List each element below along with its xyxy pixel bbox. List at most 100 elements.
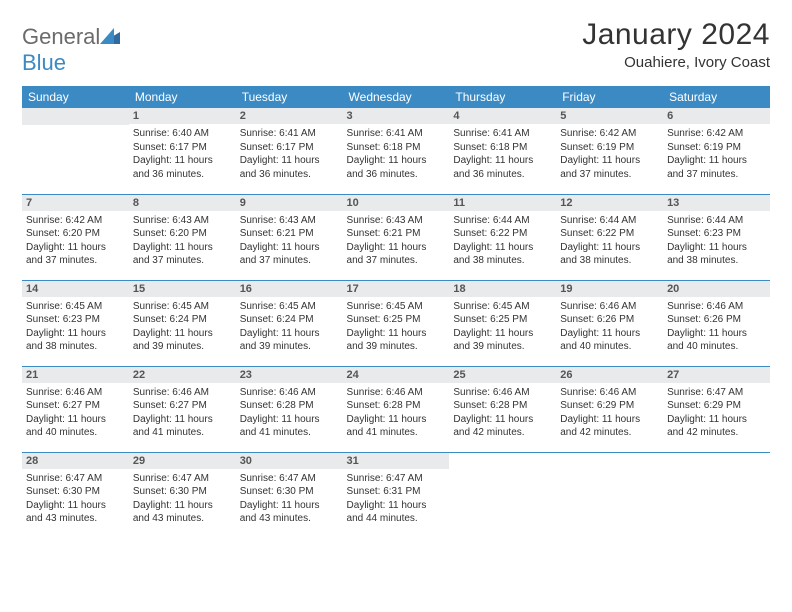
day-number-bar: 17	[343, 281, 450, 297]
daylight-text: Daylight: 11 hours	[347, 499, 446, 513]
day-number-bar: 27	[663, 367, 770, 383]
daylight-text: and 36 minutes.	[347, 168, 446, 182]
sunset-text: Sunset: 6:22 PM	[453, 227, 552, 241]
day-number-bar: 9	[236, 195, 343, 211]
sunset-text: Sunset: 6:31 PM	[347, 485, 446, 499]
calendar-week-row: 1Sunrise: 6:40 AMSunset: 6:17 PMDaylight…	[22, 108, 770, 194]
sunset-text: Sunset: 6:30 PM	[26, 485, 125, 499]
sunset-text: Sunset: 6:17 PM	[240, 141, 339, 155]
daylight-text: Daylight: 11 hours	[347, 327, 446, 341]
calendar-day-cell: 11Sunrise: 6:44 AMSunset: 6:22 PMDayligh…	[449, 194, 556, 280]
calendar-day-cell: 24Sunrise: 6:46 AMSunset: 6:28 PMDayligh…	[343, 366, 450, 452]
calendar-day-cell: 30Sunrise: 6:47 AMSunset: 6:30 PMDayligh…	[236, 452, 343, 538]
sunset-text: Sunset: 6:30 PM	[133, 485, 232, 499]
weekday-header: Thursday	[449, 86, 556, 108]
daylight-text: and 40 minutes.	[560, 340, 659, 354]
day-number-bar: 4	[449, 108, 556, 124]
daylight-text: and 36 minutes.	[240, 168, 339, 182]
day-number-bar: 29	[129, 453, 236, 469]
sunset-text: Sunset: 6:22 PM	[560, 227, 659, 241]
daylight-text: Daylight: 11 hours	[453, 327, 552, 341]
calendar-day-cell: 17Sunrise: 6:45 AMSunset: 6:25 PMDayligh…	[343, 280, 450, 366]
sunrise-text: Sunrise: 6:45 AM	[26, 300, 125, 314]
daylight-text: Daylight: 11 hours	[560, 154, 659, 168]
daylight-text: and 43 minutes.	[133, 512, 232, 526]
daylight-text: and 39 minutes.	[133, 340, 232, 354]
daylight-text: Daylight: 11 hours	[133, 413, 232, 427]
daylight-text: and 42 minutes.	[560, 426, 659, 440]
daylight-text: Daylight: 11 hours	[133, 241, 232, 255]
daylight-text: Daylight: 11 hours	[133, 327, 232, 341]
sunset-text: Sunset: 6:17 PM	[133, 141, 232, 155]
month-title: January 2024	[582, 18, 770, 52]
calendar-day-cell	[663, 452, 770, 538]
calendar-day-cell: 31Sunrise: 6:47 AMSunset: 6:31 PMDayligh…	[343, 452, 450, 538]
sunset-text: Sunset: 6:20 PM	[26, 227, 125, 241]
sunrise-text: Sunrise: 6:42 AM	[667, 127, 766, 141]
calendar-day-cell: 2Sunrise: 6:41 AMSunset: 6:17 PMDaylight…	[236, 108, 343, 194]
daylight-text: Daylight: 11 hours	[560, 413, 659, 427]
day-number-bar: 19	[556, 281, 663, 297]
daylight-text: Daylight: 11 hours	[453, 154, 552, 168]
day-number-bar: 30	[236, 453, 343, 469]
weekday-header: Sunday	[22, 86, 129, 108]
sunset-text: Sunset: 6:27 PM	[133, 399, 232, 413]
calendar-day-cell: 28Sunrise: 6:47 AMSunset: 6:30 PMDayligh…	[22, 452, 129, 538]
sunset-text: Sunset: 6:28 PM	[453, 399, 552, 413]
day-number-bar: 26	[556, 367, 663, 383]
daylight-text: and 39 minutes.	[347, 340, 446, 354]
daylight-text: and 38 minutes.	[667, 254, 766, 268]
sunset-text: Sunset: 6:19 PM	[667, 141, 766, 155]
brand-logo: General Blue	[22, 24, 120, 76]
weekday-header: Friday	[556, 86, 663, 108]
calendar-day-cell: 12Sunrise: 6:44 AMSunset: 6:22 PMDayligh…	[556, 194, 663, 280]
sunset-text: Sunset: 6:25 PM	[453, 313, 552, 327]
sunset-text: Sunset: 6:21 PM	[240, 227, 339, 241]
sunset-text: Sunset: 6:27 PM	[26, 399, 125, 413]
daylight-text: and 40 minutes.	[667, 340, 766, 354]
weekday-header: Tuesday	[236, 86, 343, 108]
daylight-text: and 37 minutes.	[26, 254, 125, 268]
calendar-day-cell: 6Sunrise: 6:42 AMSunset: 6:19 PMDaylight…	[663, 108, 770, 194]
title-block: January 2024 Ouahiere, Ivory Coast	[582, 18, 770, 71]
daylight-text: and 41 minutes.	[347, 426, 446, 440]
sunrise-text: Sunrise: 6:46 AM	[347, 386, 446, 400]
calendar-day-cell	[449, 452, 556, 538]
calendar-day-cell: 27Sunrise: 6:47 AMSunset: 6:29 PMDayligh…	[663, 366, 770, 452]
day-number-bar: 5	[556, 108, 663, 124]
calendar-day-cell: 9Sunrise: 6:43 AMSunset: 6:21 PMDaylight…	[236, 194, 343, 280]
daylight-text: Daylight: 11 hours	[26, 327, 125, 341]
daylight-text: Daylight: 11 hours	[240, 327, 339, 341]
daylight-text: and 41 minutes.	[133, 426, 232, 440]
logo-triangle-icon	[100, 24, 120, 50]
sunrise-text: Sunrise: 6:46 AM	[560, 386, 659, 400]
day-number-bar: 1	[129, 108, 236, 124]
sunset-text: Sunset: 6:23 PM	[26, 313, 125, 327]
sunset-text: Sunset: 6:21 PM	[347, 227, 446, 241]
daylight-text: and 37 minutes.	[133, 254, 232, 268]
day-number-bar: 18	[449, 281, 556, 297]
day-number-bar: 16	[236, 281, 343, 297]
calendar-day-cell: 16Sunrise: 6:45 AMSunset: 6:24 PMDayligh…	[236, 280, 343, 366]
calendar-day-cell: 26Sunrise: 6:46 AMSunset: 6:29 PMDayligh…	[556, 366, 663, 452]
sunrise-text: Sunrise: 6:46 AM	[667, 300, 766, 314]
day-number-bar: 10	[343, 195, 450, 211]
calendar-day-cell: 23Sunrise: 6:46 AMSunset: 6:28 PMDayligh…	[236, 366, 343, 452]
calendar-day-cell: 18Sunrise: 6:45 AMSunset: 6:25 PMDayligh…	[449, 280, 556, 366]
daylight-text: Daylight: 11 hours	[240, 241, 339, 255]
daylight-text: and 37 minutes.	[560, 168, 659, 182]
calendar-day-cell: 20Sunrise: 6:46 AMSunset: 6:26 PMDayligh…	[663, 280, 770, 366]
daylight-text: and 36 minutes.	[133, 168, 232, 182]
day-number-bar: 15	[129, 281, 236, 297]
daylight-text: and 40 minutes.	[26, 426, 125, 440]
sunset-text: Sunset: 6:26 PM	[667, 313, 766, 327]
day-number-bar: 11	[449, 195, 556, 211]
calendar-day-cell	[556, 452, 663, 538]
daylight-text: and 41 minutes.	[240, 426, 339, 440]
sunrise-text: Sunrise: 6:46 AM	[133, 386, 232, 400]
calendar-day-cell: 22Sunrise: 6:46 AMSunset: 6:27 PMDayligh…	[129, 366, 236, 452]
daylight-text: Daylight: 11 hours	[453, 413, 552, 427]
sunrise-text: Sunrise: 6:47 AM	[240, 472, 339, 486]
sunrise-text: Sunrise: 6:40 AM	[133, 127, 232, 141]
calendar-day-cell: 15Sunrise: 6:45 AMSunset: 6:24 PMDayligh…	[129, 280, 236, 366]
